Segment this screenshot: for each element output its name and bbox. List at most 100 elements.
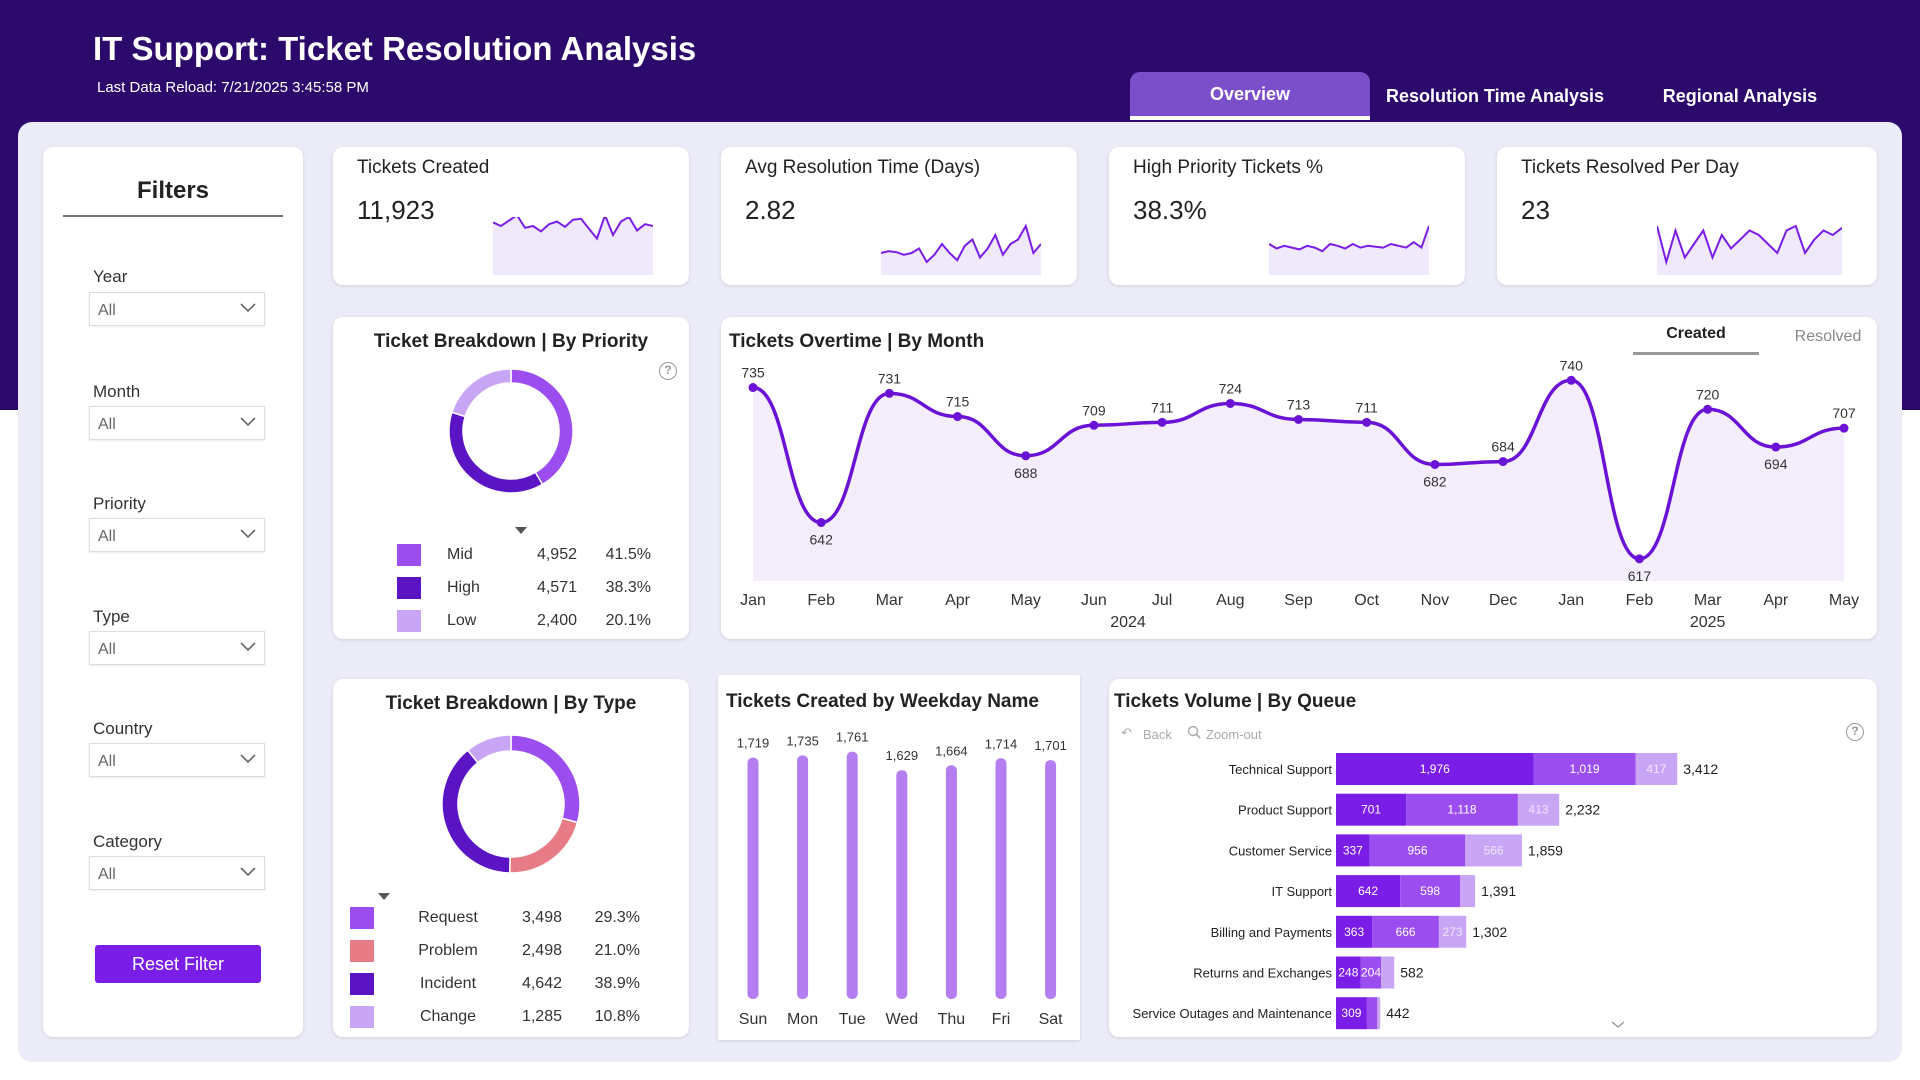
series-line	[752, 378, 1845, 561]
bar-sat[interactable]	[1045, 760, 1057, 999]
data-point[interactable]	[884, 388, 894, 398]
bar-segment-low[interactable]	[1377, 997, 1381, 1030]
bar-wed[interactable]	[896, 770, 908, 999]
data-label: 1,714	[985, 736, 1018, 751]
legend-label: Mid	[447, 545, 473, 563]
zoom-out-icon[interactable]	[1187, 725, 1201, 739]
bar-segment-low[interactable]	[1460, 875, 1476, 908]
bar-segment-mid[interactable]	[1360, 956, 1382, 989]
data-point[interactable]	[1703, 404, 1713, 414]
bar-segment-high[interactable]	[1336, 997, 1367, 1030]
data-point[interactable]	[748, 383, 758, 393]
bar-segment-high[interactable]	[1336, 956, 1361, 989]
bar-mon[interactable]	[797, 755, 809, 999]
bar-fri[interactable]	[995, 758, 1007, 999]
chevron-down-icon[interactable]	[1611, 1021, 1625, 1029]
sort-caret-icon[interactable]	[378, 893, 390, 901]
bar-segment-high[interactable]	[1336, 875, 1401, 908]
bar-segment-low[interactable]	[1517, 793, 1560, 826]
bar-thu[interactable]	[945, 765, 957, 999]
bar-segment-low[interactable]	[1465, 834, 1522, 867]
data-point[interactable]	[953, 412, 963, 422]
kpi-title: High Priority Tickets %	[1133, 157, 1324, 178]
filter-priority-select[interactable]: All	[89, 518, 265, 552]
tab-overview[interactable]: Overview	[1130, 72, 1370, 120]
chart-title: Tickets Volume | By Queue	[1114, 691, 1357, 712]
data-point[interactable]	[1566, 375, 1576, 385]
back-icon[interactable]: ↶	[1121, 725, 1132, 740]
bar-segment-high[interactable]	[1336, 753, 1534, 785]
filter-type-select[interactable]: All	[89, 631, 265, 665]
data-point[interactable]	[1634, 554, 1644, 564]
donut-slice-problem[interactable]	[508, 817, 579, 874]
help-icon[interactable]: ?	[659, 362, 677, 380]
reset-filter-button[interactable]: Reset Filter	[95, 945, 261, 983]
x-tick-label: Feb	[1626, 592, 1654, 609]
data-point[interactable]	[1430, 459, 1440, 469]
filter-month-select[interactable]: All	[89, 406, 265, 440]
kpi-value: 11,923	[357, 195, 435, 225]
toggle-created[interactable]: Created	[1633, 325, 1759, 355]
segment-label: 1,976	[1420, 762, 1450, 776]
data-label: 1,701	[1034, 738, 1067, 753]
donut-slice-request[interactable]	[510, 734, 581, 824]
tab-bar: Overview Resolution Time Analysis Region…	[1130, 72, 1860, 120]
data-label: 707	[1832, 405, 1856, 421]
category-label: Returns and Exchanges	[1193, 966, 1332, 981]
bar-segment-mid[interactable]	[1369, 834, 1466, 867]
bar-sun[interactable]	[747, 757, 759, 999]
data-point[interactable]	[1021, 451, 1031, 461]
bar-segment-mid[interactable]	[1406, 793, 1518, 826]
data-point[interactable]	[1089, 420, 1099, 430]
bar-tue[interactable]	[846, 751, 858, 999]
year-label: 2024	[1110, 614, 1146, 631]
bar-segment-mid[interactable]	[1533, 753, 1636, 785]
bar-segment-mid[interactable]	[1366, 997, 1378, 1030]
data-point[interactable]	[1498, 457, 1508, 467]
bar-segment-low[interactable]	[1438, 915, 1467, 948]
back-button[interactable]: Back	[1143, 727, 1172, 742]
data-point[interactable]	[1225, 398, 1235, 408]
data-point[interactable]	[1362, 417, 1372, 427]
x-tick-label: Thu	[938, 1011, 966, 1028]
donut-slice-incident[interactable]	[441, 749, 511, 874]
sort-caret-icon[interactable]	[515, 527, 527, 535]
bar-segment-mid[interactable]	[1400, 875, 1460, 908]
legend-row: Request 3,498 29.3%	[350, 901, 640, 934]
data-point[interactable]	[816, 518, 826, 528]
toggle-resolved[interactable]: Resolved	[1794, 328, 1862, 345]
bar-segment-high[interactable]	[1336, 915, 1373, 948]
data-point[interactable]	[1839, 423, 1849, 433]
bar-segment-low[interactable]	[1381, 956, 1395, 989]
data-point[interactable]	[1157, 417, 1167, 427]
legend-row: High 4,571 38.3%	[397, 571, 651, 604]
donut-slice-high[interactable]	[448, 411, 544, 494]
data-point[interactable]	[1771, 442, 1781, 452]
tab-resolution-time-analysis[interactable]: Resolution Time Analysis	[1385, 85, 1605, 106]
chevron-down-icon	[240, 417, 256, 427]
total-label: 1,859	[1528, 842, 1563, 858]
priority-legend: Mid 4,952 41.5% High 4,571 38.3% Low 2,4…	[397, 538, 651, 637]
filter-year-select[interactable]: All	[89, 292, 265, 326]
data-label: 713	[1287, 396, 1311, 412]
zoom-out-button[interactable]: Zoom-out	[1206, 727, 1262, 742]
filter-country-select[interactable]: All	[89, 743, 265, 777]
help-icon[interactable]: ?	[1846, 723, 1864, 741]
data-point[interactable]	[1294, 414, 1303, 424]
donut-slice-change[interactable]	[466, 734, 512, 764]
tab-regional-analysis[interactable]: Regional Analysis	[1662, 85, 1818, 106]
donut-slice-mid[interactable]	[510, 368, 574, 486]
bar-segment-mid[interactable]	[1372, 915, 1439, 948]
data-label: 740	[1560, 357, 1584, 373]
bar-segment-low[interactable]	[1635, 753, 1678, 785]
bar-segment-high[interactable]	[1336, 834, 1370, 867]
filter-category-select[interactable]: All	[89, 856, 265, 890]
bar-segment-high[interactable]	[1336, 793, 1407, 826]
legend-percent: 10.8%	[594, 1007, 640, 1025]
filter-country-label: Country	[93, 719, 153, 738]
category-label: Technical Support	[1229, 762, 1333, 777]
data-label: 709	[1082, 402, 1106, 418]
sparkline-area	[1269, 226, 1429, 275]
donut-slice-low[interactable]	[450, 368, 512, 418]
sparkline	[1657, 224, 1842, 275]
